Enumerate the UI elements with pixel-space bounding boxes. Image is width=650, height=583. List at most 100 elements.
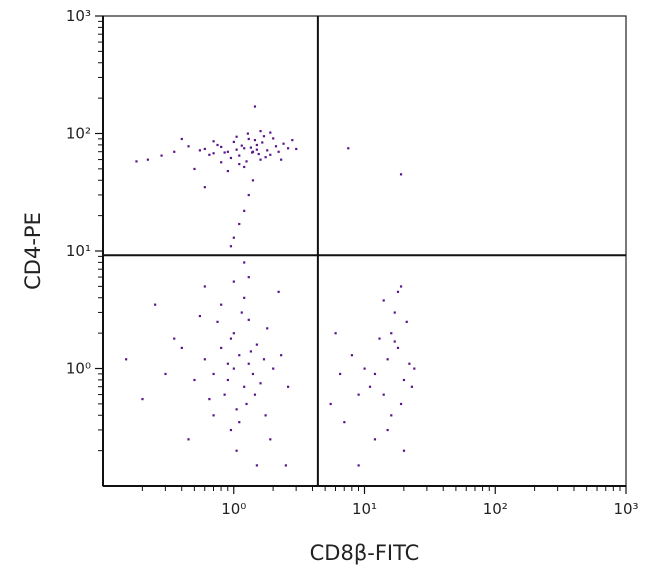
- event-dot: [238, 421, 241, 424]
- event-dot: [220, 346, 223, 350]
- event-dot: [373, 372, 377, 376]
- event-dot: [240, 311, 243, 314]
- event-dot: [399, 285, 403, 288]
- event-dot: [347, 147, 350, 150]
- event-dot: [208, 398, 211, 401]
- event-dot: [251, 372, 255, 376]
- event-dot: [226, 362, 229, 365]
- event-dot: [180, 346, 183, 350]
- event-dot: [229, 245, 233, 248]
- event-dot: [266, 327, 269, 330]
- event-dot: [339, 372, 342, 376]
- event-dot: [410, 385, 413, 388]
- event-dot: [287, 147, 290, 150]
- event-dot: [269, 153, 272, 156]
- event-dot: [390, 414, 393, 417]
- event-dot: [193, 378, 196, 382]
- event-dot: [220, 161, 223, 164]
- event-dot: [245, 160, 248, 163]
- event-dot: [235, 148, 238, 151]
- event-dot: [247, 362, 250, 365]
- event-dot: [255, 143, 258, 147]
- event-dot: [262, 358, 266, 361]
- event-dot: [203, 147, 206, 151]
- event-dot: [274, 145, 278, 148]
- event-dot: [208, 153, 211, 156]
- event-dot: [264, 156, 267, 159]
- event-dot: [247, 137, 250, 141]
- event-dot: [232, 280, 235, 283]
- event-dot: [216, 143, 219, 147]
- event-dot: [154, 303, 157, 306]
- event-dot: [235, 449, 238, 452]
- y-tick-label: 10¹: [66, 242, 91, 260]
- event-dot: [402, 449, 406, 452]
- event-dot: [235, 135, 238, 138]
- event-dot: [229, 337, 233, 340]
- event-dot: [249, 146, 252, 149]
- event-dot: [212, 140, 215, 143]
- event-dot: [386, 428, 389, 432]
- event-dot: [247, 276, 250, 279]
- event-dot: [408, 362, 411, 365]
- event-dot: [291, 139, 294, 142]
- event-dot: [280, 354, 283, 357]
- event-dot: [238, 154, 241, 157]
- event-dot: [187, 145, 190, 148]
- event-dot: [198, 314, 202, 318]
- event-dot: [232, 332, 235, 335]
- x-tick-label: 10⁰: [221, 500, 246, 518]
- event-dot: [386, 358, 389, 361]
- event-dot: [264, 414, 267, 417]
- event-dot: [269, 438, 272, 441]
- event-dot: [203, 358, 206, 361]
- event-dot: [396, 290, 400, 293]
- event-dot: [334, 332, 337, 335]
- event-dot: [262, 135, 266, 138]
- x-tick-label: 10¹: [352, 500, 377, 518]
- event-dot: [226, 150, 229, 153]
- event-dot: [212, 414, 215, 417]
- plot-frame: [102, 15, 627, 487]
- event-dot: [203, 186, 206, 189]
- event-dot: [378, 337, 381, 340]
- x-axis-title: CD8β-FITC: [310, 541, 420, 565]
- event-dot: [277, 150, 280, 153]
- event-dot: [399, 173, 403, 176]
- event-dot: [350, 354, 354, 357]
- event-dot: [405, 320, 408, 323]
- event-dot: [238, 222, 241, 226]
- event-dot: [216, 320, 219, 323]
- event-dot: [243, 147, 246, 150]
- event-dot: [255, 343, 258, 346]
- event-dot: [243, 296, 246, 299]
- event-dot: [259, 382, 262, 385]
- event-dot: [212, 372, 215, 376]
- event-dot: [245, 402, 248, 406]
- event-dot: [243, 385, 246, 388]
- event-dot: [223, 151, 226, 154]
- event-dot: [135, 160, 138, 163]
- event-dot: [284, 464, 287, 467]
- event-dot: [272, 367, 275, 370]
- event-dot: [229, 428, 233, 432]
- x-tick-label: 10³: [613, 500, 638, 518]
- event-dot: [269, 131, 272, 134]
- event-dot: [220, 303, 223, 306]
- event-dot: [373, 438, 377, 441]
- event-dot: [382, 393, 385, 396]
- event-dot: [164, 372, 167, 376]
- event-dot: [396, 346, 400, 350]
- event-dot: [261, 141, 264, 144]
- event-dot: [141, 398, 144, 401]
- event-dot: [343, 421, 346, 424]
- event-dot: [247, 193, 250, 197]
- event-dot: [240, 144, 243, 147]
- event-dot: [253, 105, 257, 108]
- event-dot: [259, 158, 262, 161]
- event-dot: [226, 378, 229, 382]
- event-dot: [399, 402, 403, 406]
- event-dot: [259, 130, 262, 133]
- event-dot: [357, 393, 360, 396]
